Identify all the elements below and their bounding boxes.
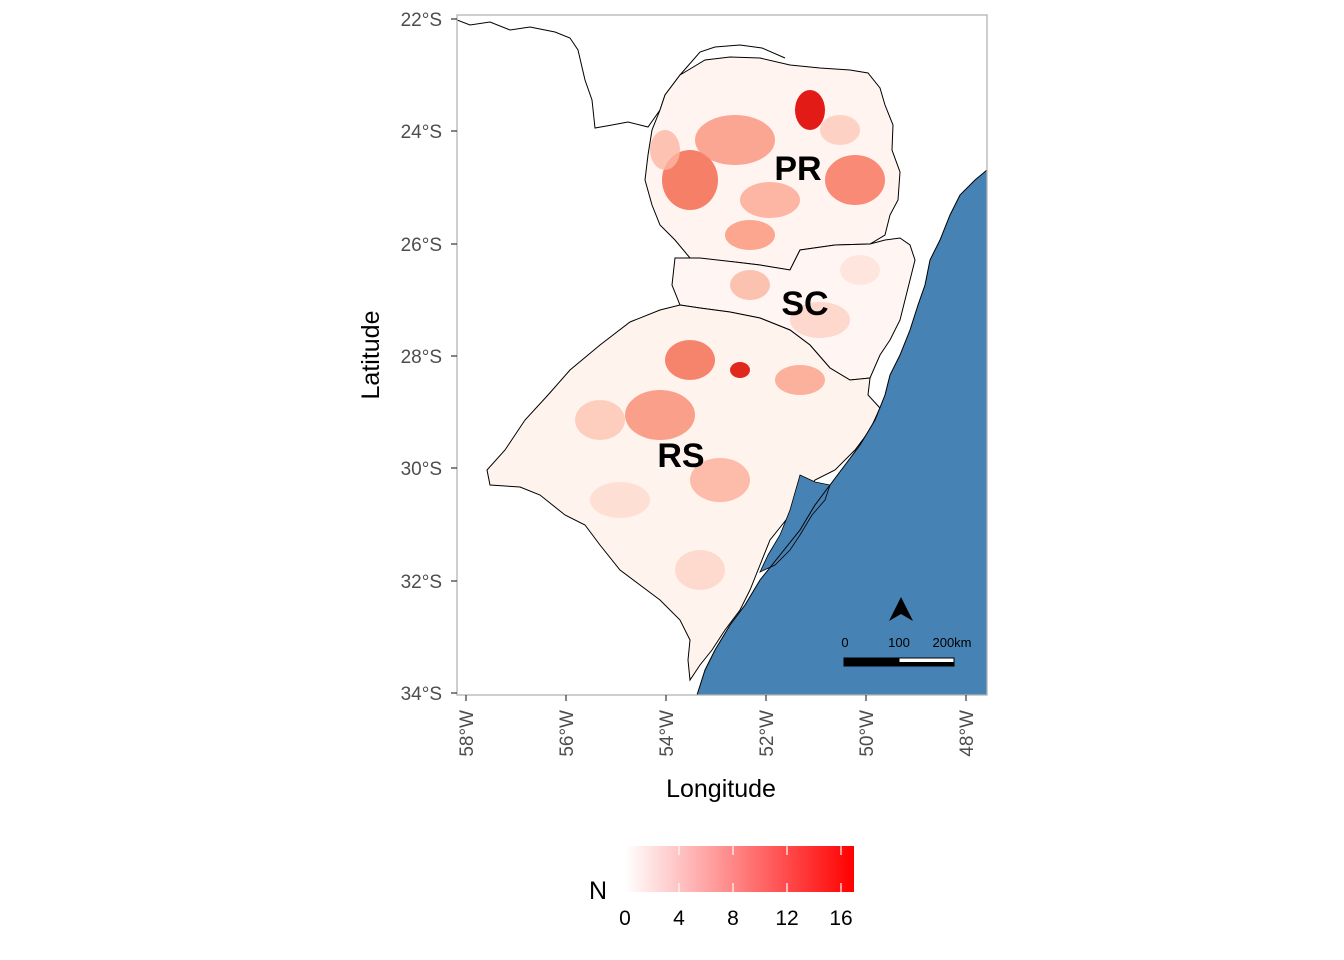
x-axis: 58°W 56°W 54°W 52°W 50°W 48°W Longitude	[457, 695, 978, 803]
ocean	[697, 170, 987, 695]
scalebar-label-100: 100	[888, 635, 910, 650]
scalebar-label-0: 0	[841, 635, 848, 650]
rs-state-outline	[486, 304, 881, 682]
legend-tick-label: 4	[673, 907, 685, 930]
map-panel: PR SC RS 0 100 200km	[457, 15, 987, 695]
sc-heat-patches	[730, 255, 880, 338]
y-tick-label: 24°S	[401, 122, 442, 143]
x-tick-label: 50°W	[857, 710, 878, 757]
x-tick-label: 48°W	[957, 710, 978, 757]
legend-tick-label: 0	[619, 907, 631, 930]
pr-heat-patches	[650, 90, 885, 250]
legend-tick-label: 12	[775, 907, 798, 930]
y-tick-label: 22°S	[401, 10, 442, 31]
scale-bar: 0 100 200km	[841, 635, 972, 667]
y-axis-title: Latitude	[357, 311, 385, 400]
x-tick-label: 52°W	[757, 710, 778, 757]
x-tick-label: 54°W	[657, 710, 678, 757]
x-tick-label: 58°W	[457, 710, 478, 757]
x-tick-label: 56°W	[557, 710, 578, 757]
coastline	[696, 169, 987, 695]
legend-tick-label: 16	[829, 907, 852, 930]
rs-heat-patches	[575, 340, 825, 590]
scalebar-label-200: 200km	[932, 635, 971, 650]
y-tick-label: 26°S	[401, 235, 442, 256]
pr-label: PR	[774, 150, 821, 188]
rs-label: RS	[657, 437, 704, 475]
legend: N 0 4 8 12 16	[589, 846, 854, 930]
sc-label: SC	[781, 285, 828, 323]
y-axis: 22°S 24°S 26°S 28°S 30°S 32°S 34°S Latit…	[357, 10, 457, 705]
y-tick-label: 30°S	[401, 459, 442, 480]
paraguay-argentina-border	[457, 19, 786, 129]
legend-title: N	[589, 877, 607, 905]
north-arrow-icon	[889, 597, 913, 621]
y-tick-label: 28°S	[401, 347, 442, 368]
panel-border	[456, 14, 988, 696]
y-tick-label: 32°S	[401, 572, 442, 593]
y-tick-label: 34°S	[401, 684, 442, 705]
legend-colorbar	[625, 846, 854, 892]
x-axis-title: Longitude	[666, 775, 776, 803]
legend-tick-label: 8	[727, 907, 739, 930]
